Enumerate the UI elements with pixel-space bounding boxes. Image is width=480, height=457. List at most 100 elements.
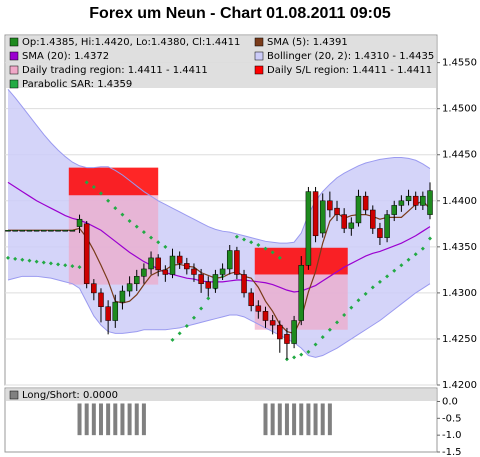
legend-swatch — [254, 65, 264, 75]
bar — [134, 403, 139, 436]
legend-label: Long/Short: 0.0000 — [22, 390, 118, 401]
sar-dot — [270, 250, 275, 255]
candle-body — [398, 200, 405, 206]
legend-box — [6, 36, 436, 88]
candle-body — [420, 195, 426, 206]
sar-dot — [77, 265, 82, 270]
candle-body — [262, 311, 269, 321]
sar-dot — [27, 258, 32, 263]
sar-dot — [20, 257, 25, 262]
sar-dot — [113, 206, 118, 211]
y-tick-label: 1.4450 — [442, 150, 477, 161]
bar — [77, 403, 82, 436]
bar — [141, 403, 146, 436]
sar-dot — [313, 342, 318, 347]
sar-dot — [106, 198, 111, 203]
sar-dot — [70, 264, 75, 269]
candle-body — [391, 205, 397, 215]
candle-body — [284, 334, 290, 344]
sar-dot — [356, 298, 361, 303]
sar-dot — [335, 320, 340, 325]
bar — [306, 403, 311, 436]
legend-swatch — [9, 37, 19, 47]
candle-body — [119, 290, 126, 303]
legend-box — [6, 389, 436, 401]
sar-dot — [13, 256, 18, 261]
sar-dot — [177, 331, 182, 336]
sar-dot — [134, 224, 139, 229]
y-tick-label: 1.4250 — [442, 334, 477, 345]
sar-dot — [420, 246, 425, 251]
candle-body — [412, 195, 419, 206]
candle-body — [205, 281, 212, 289]
sar-dot — [84, 180, 89, 185]
candle-body — [348, 222, 355, 229]
sar-dot — [191, 315, 196, 320]
candle-body — [69, 230, 76, 232]
bar — [299, 403, 304, 436]
sar-dot — [41, 260, 46, 265]
sl-region — [68, 167, 159, 196]
legend-label: SMA (20): 1.4372 — [22, 51, 109, 62]
candle-body — [277, 324, 283, 340]
candle-body — [83, 223, 90, 284]
candle-body — [148, 257, 154, 270]
candle-body — [62, 230, 68, 232]
candle-body — [291, 320, 297, 344]
bar — [277, 403, 282, 436]
sar-dot — [370, 285, 375, 290]
sar-dot — [249, 240, 254, 245]
legend-swatch — [9, 79, 19, 89]
sar-dot — [342, 313, 347, 317]
sar-dot — [127, 219, 132, 224]
candle-body — [105, 306, 111, 321]
candle-body — [327, 200, 333, 211]
sar-dot — [349, 305, 354, 310]
sar-dot — [234, 234, 239, 239]
candle-body — [334, 207, 340, 215]
candle-body — [133, 276, 140, 284]
sar-dot — [392, 268, 397, 273]
candle-body — [269, 320, 276, 326]
bar — [98, 403, 103, 436]
sar-dot — [156, 240, 161, 245]
legend-swatch — [9, 65, 19, 75]
sar-dot — [377, 279, 382, 284]
sar-dot — [34, 259, 39, 264]
bar — [120, 403, 125, 436]
sar-dot — [163, 244, 168, 249]
legend-label: Daily S/L region: 1.4411 - 1.4411 — [267, 65, 432, 76]
candle-body — [41, 230, 47, 232]
candle-body — [33, 230, 40, 232]
y-tick-label: 0.0 — [442, 396, 458, 407]
y-tick-label: 1.4350 — [442, 242, 477, 253]
y-tick-label: 1.4550 — [442, 58, 477, 69]
candle-body — [319, 200, 326, 234]
candle-body — [98, 292, 104, 307]
sar-dot — [306, 349, 311, 354]
sar-dot — [413, 252, 418, 257]
sar-dot — [428, 236, 432, 241]
bar — [284, 403, 289, 436]
sar-dot — [170, 337, 175, 342]
candle-body — [248, 292, 254, 307]
bar — [320, 403, 325, 436]
bar — [270, 403, 275, 436]
candle-body — [377, 228, 383, 238]
candle-body — [370, 209, 376, 229]
sar-dot — [184, 324, 189, 329]
legend-label: Daily trading region: 1.4411 - 1.4411 — [22, 65, 208, 76]
sar-dot — [320, 335, 325, 340]
legend-label: Parabolic SAR: 1.4359 — [22, 79, 132, 90]
legend-label: Bollinger (20, 2): 1.4310 - 1.4435 — [267, 51, 434, 62]
sar-dot — [399, 263, 404, 268]
sar-dot — [48, 261, 53, 266]
bar — [327, 403, 332, 436]
bollinger-lower — [7, 275, 431, 358]
candle-body — [12, 230, 18, 232]
sar-dot — [206, 296, 211, 301]
candle-body — [312, 191, 319, 237]
sar-dot — [292, 355, 297, 360]
y-tick-label: -1.0 — [442, 430, 462, 441]
bar — [292, 403, 297, 436]
